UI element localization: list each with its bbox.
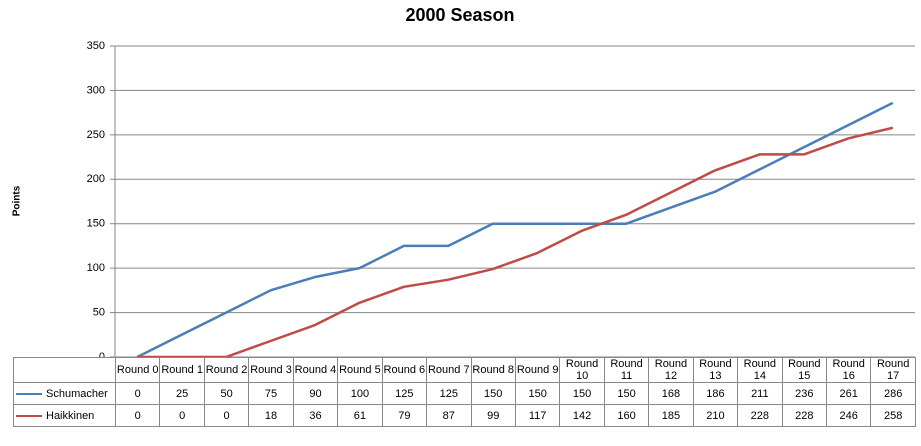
x-tick-label: Round 1: [159, 357, 205, 383]
x-tick-label: Round 4: [292, 357, 339, 383]
chart-title: 2000 Season: [405, 5, 514, 25]
series-row: Schumacher 0 25 50 75 90 100 125 125 150 150 150 150…: [13, 382, 916, 405]
y-tick-label: 300: [87, 84, 105, 96]
x-tick-label: Round 16: [825, 357, 872, 383]
data-label: 228: [781, 404, 828, 427]
data-label: 211: [737, 382, 783, 405]
data-label: 50: [203, 382, 250, 405]
x-tick-label: Round 10: [559, 357, 605, 383]
data-label: 168: [648, 382, 694, 405]
y-tick-label: 250: [87, 129, 105, 141]
data-label: 87: [426, 404, 472, 427]
data-label: 186: [692, 382, 739, 405]
corner-cell: [13, 357, 116, 383]
x-tick-label: Round 0: [114, 357, 161, 383]
y-tick-label: 200: [87, 173, 105, 185]
legend-key: [16, 392, 42, 395]
x-tick-label: Round 6: [381, 357, 428, 383]
data-label: 160: [603, 404, 650, 427]
data-label: 150: [514, 382, 561, 405]
data-label: 236: [781, 382, 828, 405]
data-label: 286: [870, 382, 916, 405]
data-label: 185: [648, 404, 694, 427]
y-tick-label: 350: [87, 40, 105, 52]
data-label: 150: [559, 382, 605, 405]
legend-label: Schumacher: [46, 387, 108, 400]
series-line: [137, 126, 894, 357]
y-tick-label: 100: [87, 262, 105, 274]
data-label: 228: [737, 404, 783, 427]
legend-key: [16, 414, 42, 417]
data-label: 210: [692, 404, 739, 427]
series-line: [136, 101, 894, 357]
data-table: Round 0 Round 1 Round 2 Round 3 Round 4 Round…: [13, 357, 916, 427]
data-label: 142: [559, 404, 605, 427]
x-tick-label: Round 11: [603, 357, 650, 383]
y-axis-label: Points: [12, 185, 23, 216]
data-label: 258: [870, 404, 916, 427]
x-tick-label: Round 5: [337, 357, 383, 383]
x-tick-label: Round 14: [737, 357, 783, 383]
data-label: 150: [470, 382, 516, 405]
legend-entry: Haikkinen: [13, 404, 116, 427]
data-label: 99: [470, 404, 516, 427]
data-label: 125: [381, 382, 428, 405]
data-label: 25: [159, 382, 205, 405]
y-tick-label: 150: [87, 218, 105, 230]
data-label: 100: [337, 382, 383, 405]
data-label: 117: [514, 404, 561, 427]
x-tick-label: Round 13: [692, 357, 739, 383]
x-tick-label: Round 17: [870, 357, 916, 383]
data-label: 0: [114, 404, 161, 427]
data-label: 90: [292, 382, 339, 405]
data-label: 0: [203, 404, 250, 427]
x-tick-label: Round 3: [248, 357, 294, 383]
x-tick-label: Round 15: [781, 357, 828, 383]
x-tick-label: Round 7: [426, 357, 472, 383]
data-label: 61: [337, 404, 383, 427]
x-tick-label: Round 12: [648, 357, 694, 383]
data-label: 246: [825, 404, 872, 427]
legend-label: Haikkinen: [46, 409, 95, 422]
plot: 2000 Season Points 0 50 100 150 200 250 300 350: [12, 5, 915, 357]
data-label: 0: [114, 382, 161, 405]
y-tick-label: 50: [93, 306, 105, 318]
data-label: 75: [248, 382, 294, 405]
data-label: 0: [159, 404, 205, 427]
data-label: 125: [426, 382, 472, 405]
y-tick-label: 0: [99, 351, 105, 357]
data-label: 261: [825, 382, 872, 405]
series-row: Haikkinen 0 0 0 18 36 61 79 87 99 117 142 160 185 210 2…: [13, 404, 916, 427]
data-label: 36: [292, 404, 339, 427]
data-label: 79: [381, 404, 428, 427]
x-tick-label: Round 9: [514, 357, 561, 383]
x-tick-label: Round 8: [470, 357, 516, 383]
header-row: Round 0 Round 1 Round 2 Round 3 Round 4 Round…: [13, 357, 916, 383]
data-label: 18: [248, 404, 294, 427]
data-label: 150: [603, 382, 650, 405]
x-tick-label: Round 2: [203, 357, 250, 383]
legend-entry: Schumacher: [13, 382, 116, 405]
